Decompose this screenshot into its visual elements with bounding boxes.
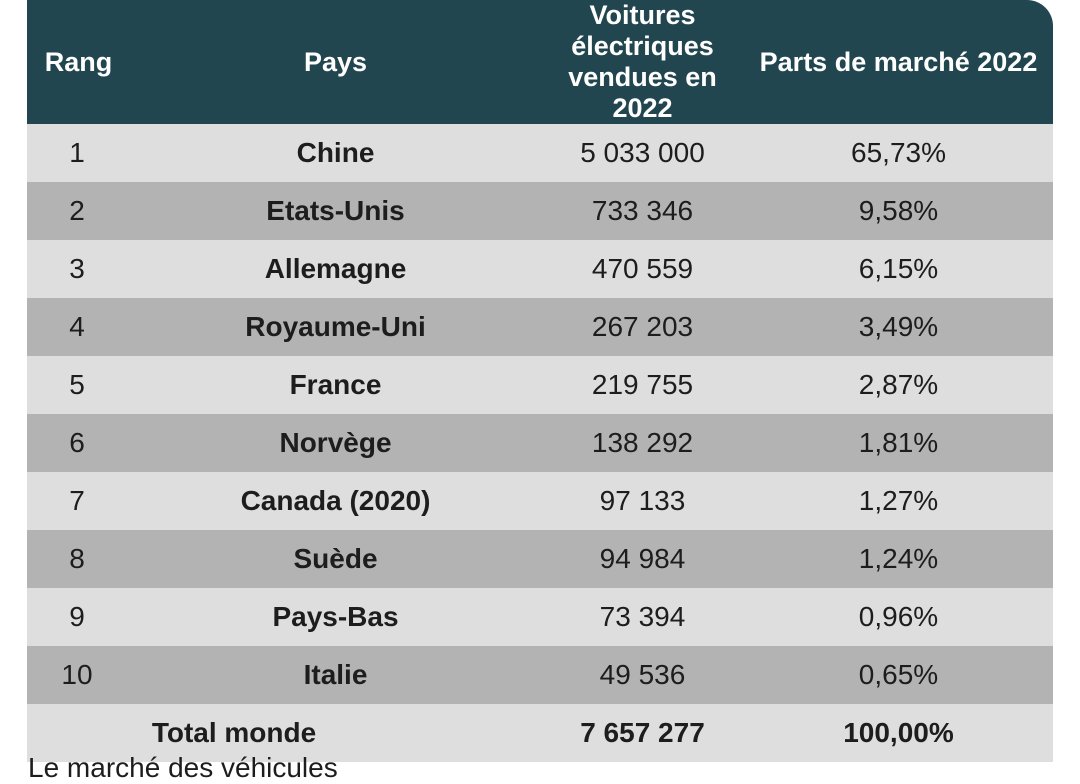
sales-cell: 5 033 000 — [580, 137, 705, 168]
sales-cell: 219 755 — [591, 369, 694, 400]
rank-cell: 3 — [69, 253, 85, 284]
rank-cell: 10 — [61, 659, 93, 690]
header-market-share: Parts de marché 2022 — [759, 46, 1038, 77]
sales-cell: 97 133 — [599, 485, 686, 516]
table-row: 10 Italie 49 536 0,65% — [27, 646, 1053, 704]
table-row: 7 Canada (2020) 97 133 1,27% — [27, 472, 1053, 530]
table-body: 1 Chine 5 033 000 65,73% 2 Etats-Unis 73… — [27, 124, 1053, 762]
sales-cell: 267 203 — [591, 311, 694, 342]
rank-cell: 8 — [69, 543, 85, 574]
header-country: Pays — [303, 46, 368, 77]
table-header-row: Rang Pays Voitures électriques vendues e… — [27, 0, 1053, 124]
sales-cell: 49 536 — [599, 659, 686, 690]
rank-cell: 5 — [69, 369, 85, 400]
country-cell: Royaume-Uni — [245, 311, 426, 342]
table-row: 4 Royaume-Uni 267 203 3,49% — [27, 298, 1053, 356]
country-cell: Etats-Unis — [266, 195, 405, 226]
sales-cell: 94 984 — [599, 543, 686, 574]
share-cell: 9,58% — [858, 195, 939, 226]
sales-cell: 470 559 — [591, 253, 694, 284]
share-cell: 3,49% — [858, 311, 939, 342]
sales-cell: 733 346 — [591, 195, 694, 226]
country-cell: Allemagne — [264, 253, 407, 284]
rank-cell: 2 — [69, 195, 85, 226]
rank-cell: 6 — [69, 427, 85, 458]
total-row: Total monde 7 657 277 100,00% — [27, 704, 1053, 762]
share-cell: 2,87% — [858, 369, 939, 400]
country-cell: Pays-Bas — [272, 601, 399, 632]
total-share: 100,00% — [843, 717, 954, 748]
share-cell: 0,96% — [858, 601, 939, 632]
header-sales: Voitures électriques vendues en 2022 — [568, 0, 717, 123]
share-cell: 0,65% — [858, 659, 939, 690]
table-row: 3 Allemagne 470 559 6,15% — [27, 240, 1053, 298]
country-cell: Norvège — [279, 427, 392, 458]
share-cell: 1,24% — [858, 543, 939, 574]
country-cell: Italie — [303, 659, 368, 690]
table-row: 9 Pays-Bas 73 394 0,96% — [27, 588, 1053, 646]
table-row: 8 Suède 94 984 1,24% — [27, 530, 1053, 588]
country-cell: Chine — [296, 137, 375, 168]
table-row: 2 Etats-Unis 733 346 9,58% — [27, 182, 1053, 240]
table-row: 1 Chine 5 033 000 65,73% — [27, 124, 1053, 182]
sales-cell: 138 292 — [591, 427, 694, 458]
share-cell: 1,81% — [858, 427, 939, 458]
rank-cell: 4 — [69, 311, 85, 342]
country-cell: Canada (2020) — [240, 485, 431, 516]
ev-sales-table: Rang Pays Voitures électriques vendues e… — [27, 0, 1053, 762]
country-cell: France — [289, 369, 382, 400]
total-sales: 7 657 277 — [580, 717, 705, 748]
share-cell: 1,27% — [858, 485, 939, 516]
share-cell: 65,73% — [851, 137, 946, 168]
rank-cell: 7 — [69, 485, 85, 516]
share-cell: 6,15% — [858, 253, 939, 284]
table-row: 5 France 219 755 2,87% — [27, 356, 1053, 414]
table-row: 6 Norvège 138 292 1,81% — [27, 414, 1053, 472]
rank-cell: 9 — [69, 601, 85, 632]
country-cell: Suède — [293, 543, 378, 574]
total-label: Total monde — [151, 717, 317, 748]
footnote-text: Le marché des véhicules — [28, 752, 338, 783]
sales-cell: 73 394 — [599, 601, 686, 632]
header-rank: Rang — [44, 46, 113, 77]
rank-cell: 1 — [69, 137, 85, 168]
